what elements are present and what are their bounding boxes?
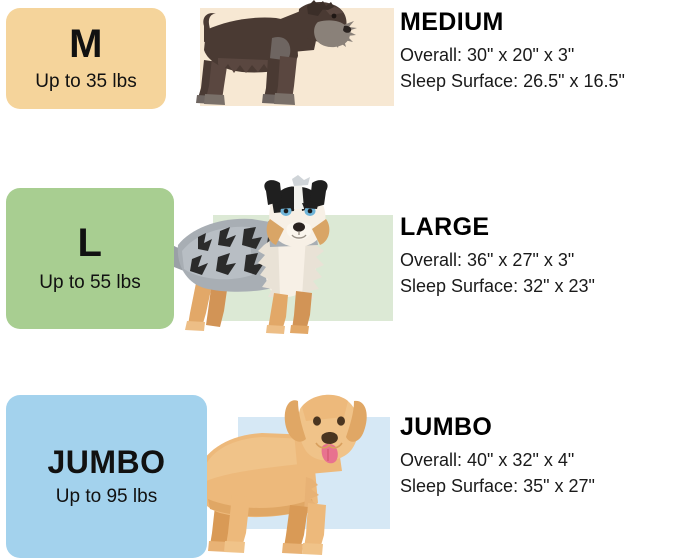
badge-weight-jumbo: Up to 95 lbs (55, 485, 158, 507)
overall-dimensions-medium: Overall: 30" x 20" x 3" (400, 45, 575, 65)
badge-letter-jumbo: JUMBO (47, 443, 166, 480)
sleep-surface-jumbo: Sleep Surface: 35" x 27" (400, 475, 595, 496)
size-title-jumbo: JUMBO (400, 413, 493, 441)
badge-letter-large: L (77, 221, 103, 266)
sleep-surface-medium: Sleep Surface: 26.5" x 16.5" (400, 70, 625, 91)
size-row-medium: M Up to 35 lbs (0, 0, 679, 150)
size-badge-medium: M Up to 35 lbs (6, 8, 166, 109)
size-info-large: LARGE Overall: 36" x 27" x 3" Sleep Surf… (400, 213, 595, 299)
overall-dimensions-large: Overall: 36" x 27" x 3" (400, 250, 575, 270)
overall-dimensions-jumbo: Overall: 40" x 32" x 4" (400, 450, 575, 470)
size-row-jumbo: JUMBO Up to 95 lbs (0, 375, 679, 558)
dog-illustration-golden-retriever (186, 394, 367, 555)
badge-weight-medium: Up to 35 lbs (35, 71, 137, 93)
size-info-jumbo: JUMBO Overall: 40" x 32" x 4" Sleep Surf… (400, 413, 595, 499)
badge-weight-large: Up to 55 lbs (39, 272, 141, 294)
size-badge-jumbo: JUMBO Up to 95 lbs (6, 395, 207, 558)
badge-letter-medium: M (69, 22, 103, 67)
sleep-surface-large: Sleep Surface: 32" x 23" (400, 275, 595, 296)
size-badge-large: L Up to 55 lbs (6, 188, 174, 329)
size-title-medium: MEDIUM (400, 8, 504, 36)
size-info-medium: MEDIUM Overall: 30" x 20" x 3" Sleep Sur… (400, 8, 625, 94)
dog-illustration-schnauzer (196, 0, 357, 105)
size-row-large: L Up to 55 lbs (0, 165, 679, 345)
dog-illustration-australian-shepherd (170, 175, 330, 334)
size-title-large: LARGE (400, 213, 490, 241)
